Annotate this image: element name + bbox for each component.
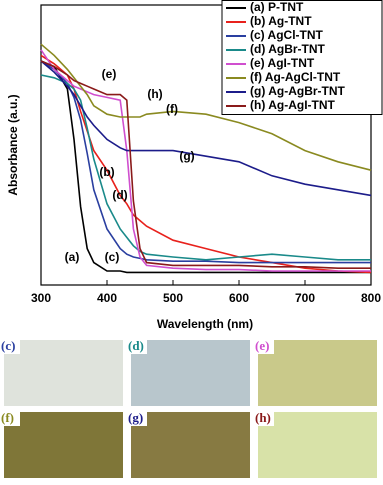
legend-label: (e) AgI-TNT: [250, 56, 315, 70]
x-tick-label: 300: [31, 291, 51, 305]
legend-label: (b) Ag-TNT: [250, 14, 312, 28]
legend-label: (h) Ag-AgI-TNT: [250, 98, 336, 112]
photo-panel: [4, 412, 123, 478]
photo-panels: (c) (d) (e) (f) (g) (h): [0, 338, 377, 478]
legend-box: [221, 0, 383, 115]
panel-label-bg: [127, 340, 147, 354]
panel-label: (f): [1, 410, 14, 425]
curve-annotation: (e): [102, 67, 117, 81]
legend-label: (a) P-TNT: [250, 0, 304, 14]
panel-label: (h): [255, 410, 271, 425]
curve-annotation: (d): [112, 188, 127, 202]
panel-label: (e): [255, 338, 269, 353]
y-axis-label: Absorbance (a.u.): [6, 94, 20, 195]
panel-label-bg: [254, 412, 274, 426]
panel-label: (c): [1, 338, 15, 353]
series-line: [40, 43, 372, 171]
curve-annotation: (f): [166, 102, 178, 116]
series-line: [40, 49, 371, 272]
x-tick-label: 700: [295, 291, 315, 305]
photo-panel: [131, 340, 250, 406]
photo-panel: [258, 412, 377, 478]
curve-annotation: (c): [105, 250, 120, 264]
curve-annotation: (h): [147, 87, 162, 101]
legend-label: (f) Ag-AgCl-TNT: [250, 70, 341, 84]
legend-label: (c) AgCl-TNT: [250, 28, 324, 42]
curve-annotation: (g): [179, 149, 194, 163]
panel-label-bg: [254, 340, 274, 354]
series-line: [40, 60, 371, 264]
photo-panel: [131, 412, 250, 478]
series-line: [40, 60, 371, 269]
x-tick-label: 600: [229, 291, 249, 305]
panel-label: (d): [128, 338, 144, 353]
panel-label-bg: [127, 412, 147, 426]
x-axis-label: Wavelength (nm): [157, 317, 253, 331]
panel-label-bg: [0, 412, 20, 426]
curve-annotation: (a): [65, 250, 80, 264]
curve-annotation: (b): [99, 165, 114, 179]
photo-panel: [258, 340, 377, 406]
series-line: [40, 60, 371, 274]
x-tick-label: 400: [97, 291, 117, 305]
series-line: [40, 74, 371, 261]
x-tick-label: 500: [163, 291, 183, 305]
panel-label: (g): [128, 410, 143, 425]
panel-label-bg: [0, 340, 20, 354]
series-line: [40, 54, 372, 274]
plot-frame: [40, 4, 372, 286]
legend-label: (g) Ag-AgBr-TNT: [250, 84, 346, 98]
x-tick-label: 800: [361, 291, 381, 305]
photo-panel: [4, 340, 123, 406]
legend-label: (d) AgBr-TNT: [250, 42, 326, 56]
